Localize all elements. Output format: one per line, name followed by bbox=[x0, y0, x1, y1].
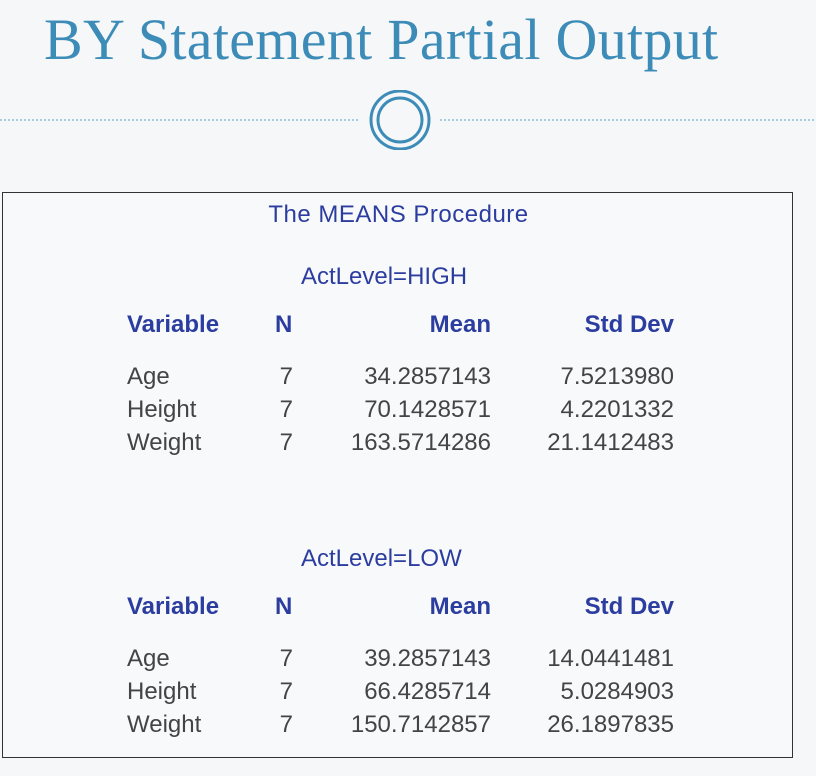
by-group-label: ActLevel=HIGH bbox=[301, 263, 468, 290]
table-cell-mean: 70.1428571 bbox=[364, 396, 491, 423]
table-cell-variable: Weight bbox=[127, 429, 202, 456]
column-header-n: N bbox=[275, 593, 293, 620]
column-header-variable: Variable bbox=[127, 593, 220, 620]
table-cell-n: 7 bbox=[279, 429, 293, 456]
title-divider bbox=[0, 90, 816, 150]
table-cell-variable: Age bbox=[127, 645, 170, 672]
table-cell-std-dev: 5.0284903 bbox=[560, 678, 674, 705]
slide-title: BY Statement Partial Output bbox=[44, 7, 719, 72]
table-cell-n: 7 bbox=[279, 363, 293, 390]
column-header-n: N bbox=[275, 311, 293, 338]
table-cell-n: 7 bbox=[279, 678, 293, 705]
column-header-mean: Mean bbox=[429, 311, 491, 338]
column-header-std-dev: Std Dev bbox=[584, 593, 674, 620]
table-cell-n: 7 bbox=[279, 711, 293, 738]
column-header-std-dev: Std Dev bbox=[584, 311, 674, 338]
table-cell-std-dev: 26.1897835 bbox=[547, 711, 674, 738]
table-cell-mean: 34.2857143 bbox=[364, 363, 491, 390]
procedure-title: The MEANS Procedure bbox=[268, 201, 529, 228]
table-cell-std-dev: 21.1412483 bbox=[547, 429, 674, 456]
table-cell-mean: 163.5714286 bbox=[350, 429, 491, 456]
table-cell-std-dev: 4.2201332 bbox=[560, 396, 674, 423]
by-group-label: ActLevel=LOW bbox=[301, 545, 462, 572]
table-cell-variable: Height bbox=[127, 678, 197, 705]
table-cell-n: 7 bbox=[279, 645, 293, 672]
table-cell-variable: Height bbox=[127, 396, 197, 423]
table-cell-std-dev: 14.0441481 bbox=[547, 645, 674, 672]
sas-output-box: The MEANS Procedure ActLevel=HIGH Variab… bbox=[2, 192, 793, 758]
column-header-variable: Variable bbox=[127, 311, 220, 338]
table-cell-variable: Age bbox=[127, 363, 170, 390]
column-header-mean: Mean bbox=[429, 593, 491, 620]
table-cell-mean: 66.4285714 bbox=[364, 678, 491, 705]
table-cell-mean: 39.2857143 bbox=[364, 645, 491, 672]
table-cell-variable: Weight bbox=[127, 711, 202, 738]
table-cell-n: 7 bbox=[279, 396, 293, 423]
table-cell-std-dev: 7.5213980 bbox=[560, 363, 674, 390]
table-cell-mean: 150.7142857 bbox=[350, 711, 491, 738]
